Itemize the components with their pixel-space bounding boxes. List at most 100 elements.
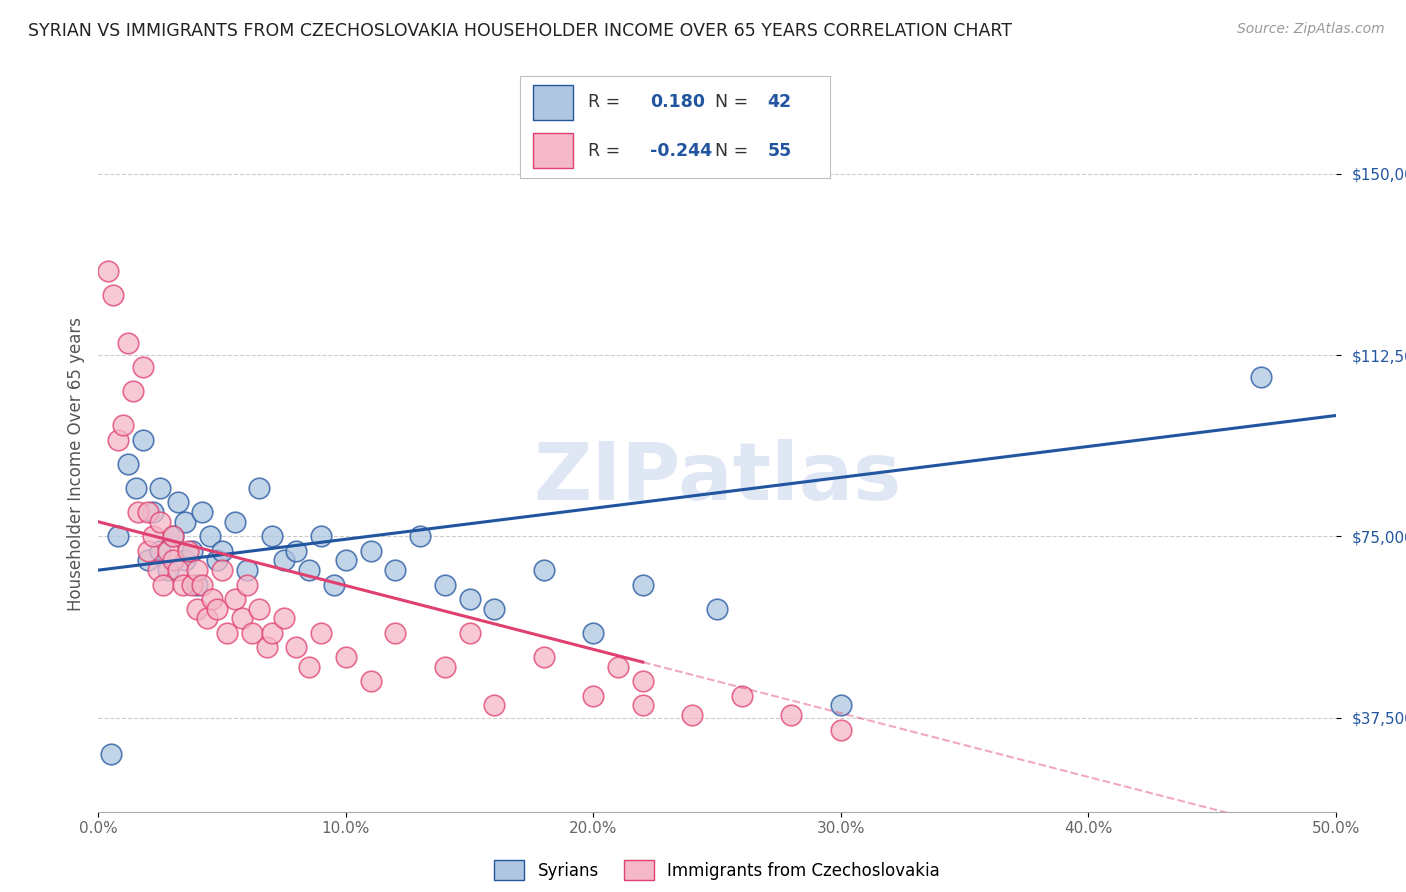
Point [142,505,165,519]
Point [107,433,129,447]
Point [631,698,654,713]
Point [582,626,605,640]
Point [458,626,481,640]
Point [132,433,155,447]
Point [631,577,654,591]
Point [191,505,214,519]
Point [198,529,221,543]
Point [273,553,295,567]
Point [172,577,194,591]
Point [186,563,208,577]
Point [309,626,332,640]
Point [136,543,159,558]
Point [174,553,197,567]
Point [124,481,146,495]
Point [217,626,239,640]
Point [100,747,122,761]
Point [631,674,654,689]
Point [181,543,204,558]
Point [156,543,179,558]
Text: N =: N = [716,142,748,160]
Point [186,577,208,591]
Point [582,689,605,703]
Point [156,563,179,577]
Point [205,602,228,616]
Point [706,602,728,616]
Point [260,626,283,640]
Point [830,698,852,713]
Point [136,553,159,567]
Point [211,563,233,577]
Point [335,650,357,665]
Point [830,723,852,737]
Point [174,515,197,529]
Text: R =: R = [588,94,620,112]
Point [166,495,188,509]
Point [433,660,456,674]
Point [236,577,259,591]
Point [533,563,555,577]
Point [247,481,270,495]
Point [285,640,308,655]
Point [409,529,432,543]
Point [322,577,344,591]
FancyBboxPatch shape [533,85,572,120]
Point [149,543,172,558]
Point [166,563,188,577]
Text: Source: ZipAtlas.com: Source: ZipAtlas.com [1237,22,1385,37]
Point [681,708,703,723]
Point [533,650,555,665]
Point [231,611,253,625]
Point [186,602,208,616]
Point [260,529,283,543]
Point [149,481,172,495]
Point [484,698,506,713]
Point [132,360,155,375]
Point [433,577,456,591]
Text: 55: 55 [768,142,792,160]
Point [360,543,382,558]
Text: SYRIAN VS IMMIGRANTS FROM CZECHOSLOVAKIA HOUSEHOLDER INCOME OVER 65 YEARS CORREL: SYRIAN VS IMMIGRANTS FROM CZECHOSLOVAKIA… [28,22,1012,40]
Text: 42: 42 [768,94,792,112]
Point [247,602,270,616]
Text: -0.244: -0.244 [650,142,713,160]
Point [117,336,139,351]
Point [211,543,233,558]
Text: N =: N = [716,94,748,112]
Text: R =: R = [588,142,620,160]
Point [112,418,135,433]
Point [273,611,295,625]
Point [201,592,224,607]
Point [236,563,259,577]
Point [607,660,630,674]
Y-axis label: Householder Income Over 65 years: Householder Income Over 65 years [66,317,84,611]
Point [152,577,174,591]
Point [240,626,263,640]
FancyBboxPatch shape [533,133,572,168]
Point [335,553,357,567]
Legend: Syrians, Immigrants from Czechoslovakia: Syrians, Immigrants from Czechoslovakia [488,854,946,887]
Point [142,529,165,543]
Point [384,563,406,577]
Point [205,553,228,567]
Point [149,515,172,529]
Point [298,563,321,577]
Point [127,505,149,519]
Point [97,263,120,277]
Point [224,592,246,607]
Point [103,287,125,301]
Point [458,592,481,607]
Point [162,529,184,543]
Point [298,660,321,674]
Point [285,543,308,558]
Point [181,577,204,591]
Point [176,543,198,558]
Point [191,577,214,591]
Point [117,457,139,471]
Point [162,529,184,543]
Point [122,384,145,399]
Point [1250,370,1272,384]
Text: ZIPatlas: ZIPatlas [533,439,901,516]
Point [484,602,506,616]
Text: 0.180: 0.180 [650,94,706,112]
